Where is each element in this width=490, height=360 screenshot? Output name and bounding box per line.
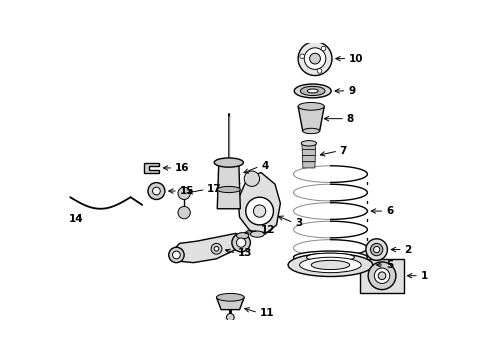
Text: 7: 7	[340, 146, 347, 156]
Polygon shape	[302, 143, 316, 149]
Polygon shape	[144, 163, 159, 173]
Ellipse shape	[306, 253, 354, 261]
Text: 13: 13	[238, 248, 252, 258]
Ellipse shape	[294, 251, 368, 264]
Ellipse shape	[288, 253, 373, 276]
Polygon shape	[302, 149, 316, 156]
Circle shape	[304, 48, 326, 69]
Circle shape	[298, 42, 332, 76]
Polygon shape	[217, 297, 244, 310]
Ellipse shape	[300, 86, 325, 95]
Ellipse shape	[237, 233, 249, 239]
Polygon shape	[361, 259, 404, 293]
Circle shape	[172, 251, 180, 259]
Text: 15: 15	[179, 186, 194, 196]
Circle shape	[178, 187, 190, 199]
Circle shape	[317, 69, 322, 73]
Circle shape	[370, 243, 383, 256]
Text: 17: 17	[207, 184, 222, 194]
Text: 5: 5	[386, 260, 393, 270]
Circle shape	[214, 247, 219, 251]
Ellipse shape	[217, 293, 244, 301]
Circle shape	[237, 238, 246, 247]
Polygon shape	[171, 233, 245, 263]
Circle shape	[245, 197, 273, 225]
Circle shape	[253, 205, 266, 217]
Ellipse shape	[300, 257, 361, 273]
Circle shape	[211, 243, 222, 254]
Text: 1: 1	[420, 271, 428, 281]
Text: 10: 10	[349, 54, 364, 64]
Text: 12: 12	[260, 225, 275, 235]
Text: 11: 11	[260, 308, 274, 318]
Polygon shape	[298, 106, 324, 131]
Ellipse shape	[303, 128, 319, 134]
Circle shape	[368, 262, 396, 289]
Circle shape	[373, 247, 380, 253]
Circle shape	[169, 247, 184, 263]
Circle shape	[321, 46, 326, 51]
Polygon shape	[217, 163, 240, 209]
Text: 2: 2	[404, 244, 412, 255]
Text: 16: 16	[175, 163, 190, 173]
Polygon shape	[302, 156, 316, 162]
Text: 14: 14	[69, 214, 84, 224]
Circle shape	[374, 268, 390, 283]
Ellipse shape	[214, 158, 244, 167]
Circle shape	[300, 54, 304, 59]
Circle shape	[152, 187, 160, 195]
Text: 9: 9	[348, 86, 355, 96]
Text: 3: 3	[295, 217, 302, 228]
Circle shape	[226, 314, 234, 321]
Circle shape	[178, 206, 190, 219]
Ellipse shape	[298, 103, 324, 110]
Circle shape	[310, 53, 320, 64]
Circle shape	[232, 233, 250, 252]
Text: 4: 4	[261, 161, 269, 171]
Ellipse shape	[250, 231, 264, 237]
Text: 8: 8	[346, 114, 354, 123]
Ellipse shape	[307, 89, 318, 93]
Ellipse shape	[311, 260, 350, 270]
Circle shape	[378, 272, 386, 280]
Text: 6: 6	[386, 206, 393, 216]
Circle shape	[244, 171, 260, 186]
Circle shape	[148, 183, 165, 199]
Ellipse shape	[294, 84, 331, 98]
Polygon shape	[303, 162, 315, 168]
Polygon shape	[238, 172, 280, 234]
Circle shape	[366, 239, 388, 260]
Ellipse shape	[301, 141, 317, 146]
Ellipse shape	[217, 186, 240, 193]
